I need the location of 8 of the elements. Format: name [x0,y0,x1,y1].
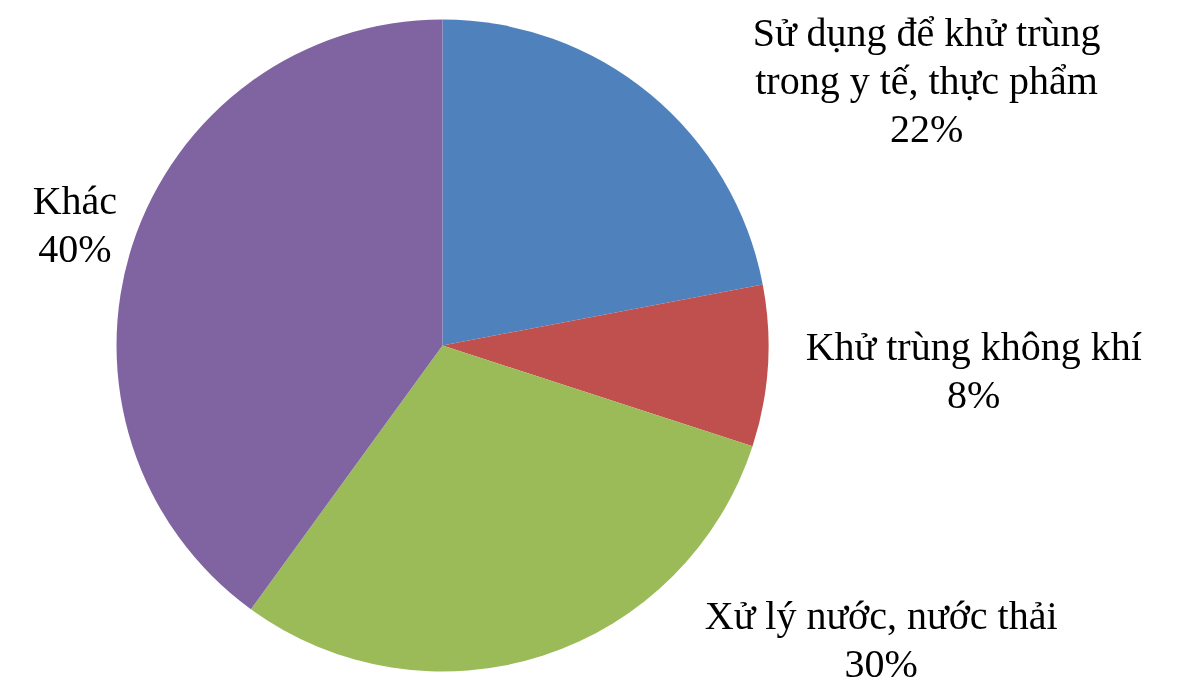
data-label: 40% [38,226,112,272]
slice-label: Khác [32,178,118,224]
slice-label: Sử dụng để khử trùng trong y tế, thực phẩm [752,10,1101,103]
slice-label: Khử trùng không khí [805,323,1142,369]
data-label: 22% [889,106,964,151]
slice-label: Xử lý nước, nước thải [704,593,1058,638]
data-label: 30% [844,641,918,686]
data-label: 8% [947,371,1001,417]
